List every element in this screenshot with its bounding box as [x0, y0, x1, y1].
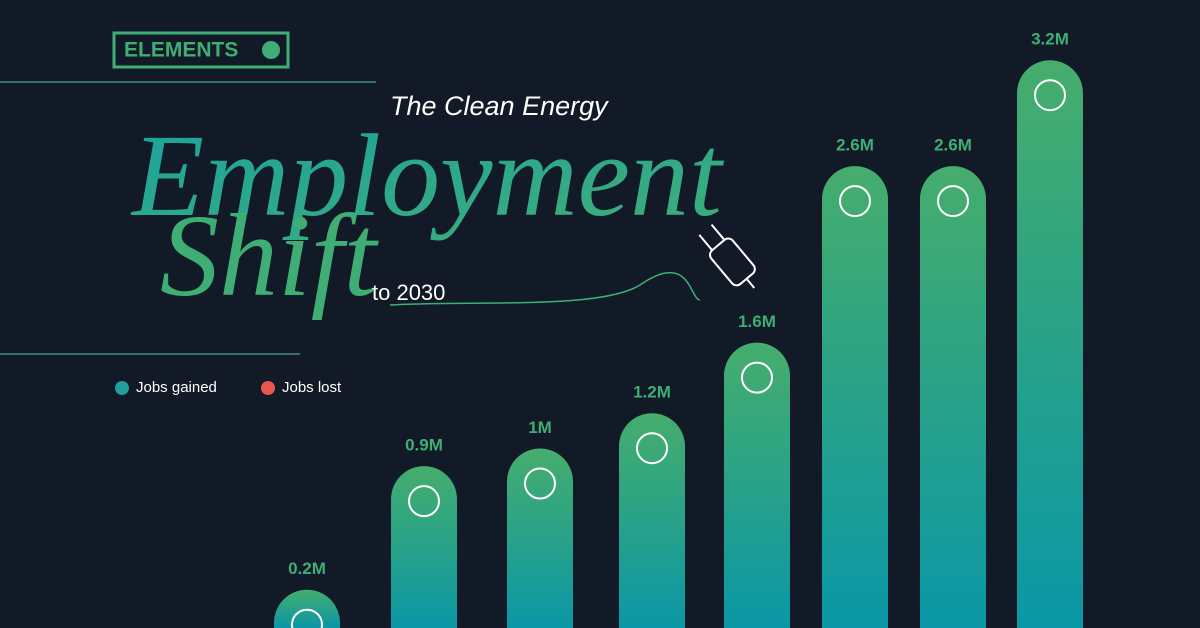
plug-cord [389, 271, 701, 306]
bar [619, 413, 685, 628]
legend-label: Jobs lost [282, 379, 342, 396]
title: Employment [130, 110, 725, 241]
bar [822, 166, 888, 628]
bar [1017, 60, 1083, 628]
value-label: 0.2M [288, 559, 326, 578]
title: Shift [160, 190, 380, 321]
logo-icon [262, 41, 280, 59]
value-label: 0.9M [405, 436, 443, 455]
bar-icon [1034, 79, 1066, 112]
subtitle-end: to 2030 [372, 280, 445, 305]
logo-box [112, 31, 290, 69]
legend-swatch [261, 381, 275, 395]
legend-swatch [115, 381, 129, 395]
plug [698, 223, 756, 289]
bar [391, 466, 457, 628]
frame [0, 81, 376, 355]
bar-icon [524, 467, 556, 500]
value-label: 1.6M [738, 312, 776, 331]
value-label: 2.6M [934, 136, 972, 155]
bar-icon [839, 185, 871, 218]
value-label: 1.2M [633, 383, 671, 402]
brand: ELEMENTS [124, 39, 238, 62]
bar-icon [636, 432, 668, 465]
bar-icon [291, 608, 323, 628]
value-label: 3.2M [1031, 30, 1069, 49]
bar [507, 448, 573, 628]
bar [724, 342, 790, 628]
bar [920, 166, 986, 628]
bar-icon [937, 185, 969, 218]
value-label: 1M [528, 418, 552, 437]
value-label: 2.6M [836, 136, 874, 155]
legend-label: Jobs gained [136, 379, 217, 396]
bar-icon [408, 485, 440, 518]
bar-icon [741, 361, 773, 394]
subtitle: The Clean Energy [390, 91, 609, 121]
